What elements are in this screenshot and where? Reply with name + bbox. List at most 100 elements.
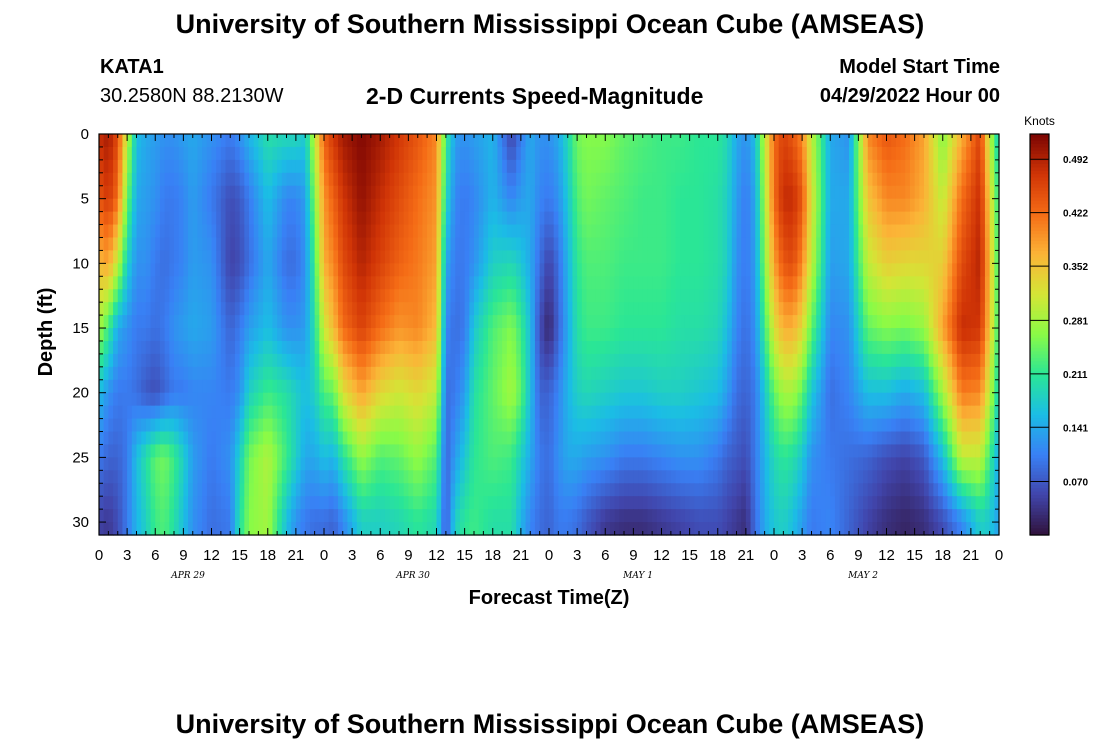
heatmap-cell bbox=[863, 418, 869, 433]
heatmap-cell bbox=[300, 379, 306, 394]
heatmap-cell bbox=[741, 328, 747, 342]
heatmap-cell bbox=[581, 185, 588, 200]
heatmap-cell bbox=[150, 418, 156, 433]
heatmap-cell bbox=[778, 328, 784, 342]
heatmap-cell bbox=[849, 159, 855, 174]
heatmap-cell bbox=[525, 211, 531, 226]
heatmap-cell bbox=[741, 250, 747, 264]
heatmap-cell bbox=[994, 379, 1000, 394]
heatmap-cell bbox=[497, 379, 503, 394]
heatmap-cell bbox=[413, 263, 419, 277]
heatmap-cell bbox=[802, 276, 808, 290]
heatmap-cell bbox=[488, 366, 494, 381]
heatmap-cell bbox=[909, 172, 916, 187]
heatmap-cell bbox=[506, 211, 513, 226]
heatmap-cell bbox=[384, 315, 391, 329]
heatmap-cell bbox=[895, 392, 902, 407]
heatmap-cell bbox=[689, 134, 695, 148]
heatmap-cell bbox=[225, 146, 231, 161]
heatmap-cell bbox=[295, 263, 302, 277]
heatmap-cell bbox=[113, 302, 119, 316]
model-start-value: 04/29/2022 Hour 00 bbox=[819, 85, 1000, 107]
heatmap-cell bbox=[474, 276, 480, 290]
heatmap-cell bbox=[436, 431, 442, 446]
heatmap-cell bbox=[394, 379, 400, 394]
heatmap-cell bbox=[755, 185, 761, 200]
heatmap-cell bbox=[445, 353, 452, 368]
heatmap-cell bbox=[586, 353, 592, 368]
heatmap-cell bbox=[849, 237, 855, 252]
heatmap-cell bbox=[947, 392, 953, 407]
heatmap-cell bbox=[150, 315, 156, 329]
heatmap-cell bbox=[605, 185, 611, 200]
heatmap-cell bbox=[263, 418, 269, 433]
heatmap-cell bbox=[277, 289, 283, 303]
heatmap-cell bbox=[891, 146, 897, 161]
heatmap-cell bbox=[863, 315, 869, 329]
heatmap-cell bbox=[609, 198, 616, 213]
heatmap-cell bbox=[450, 211, 456, 226]
heatmap-cell bbox=[656, 146, 663, 161]
heatmap-cell bbox=[980, 134, 986, 148]
heatmap-cell bbox=[202, 366, 208, 381]
heatmap-cell bbox=[525, 302, 531, 316]
heatmap-cell bbox=[605, 211, 611, 226]
heatmap-cell bbox=[764, 250, 770, 264]
heatmap-cell bbox=[263, 185, 269, 200]
heatmap-cell bbox=[220, 340, 227, 355]
heatmap-cell bbox=[230, 328, 236, 342]
heatmap-cell bbox=[122, 146, 128, 161]
heatmap-cell bbox=[914, 366, 920, 381]
heatmap-cell bbox=[989, 366, 995, 381]
heatmap-cell bbox=[136, 198, 142, 213]
heatmap-cell bbox=[980, 418, 986, 433]
heatmap-cell bbox=[413, 159, 419, 174]
heatmap-cell bbox=[394, 185, 400, 200]
heatmap-cell bbox=[300, 250, 306, 264]
heatmap-cell bbox=[380, 392, 386, 407]
heatmap-cell bbox=[666, 146, 672, 161]
heatmap-cell bbox=[324, 198, 330, 213]
heatmap-cell bbox=[947, 340, 953, 355]
heatmap-cell bbox=[642, 392, 649, 407]
heatmap-cell bbox=[952, 444, 958, 458]
heatmap-cell bbox=[839, 457, 845, 471]
heatmap-cell bbox=[445, 198, 452, 213]
heatmap-cell bbox=[366, 237, 372, 252]
heatmap-cell bbox=[300, 366, 306, 381]
heatmap-cell bbox=[333, 263, 339, 277]
heatmap-cell bbox=[989, 302, 995, 316]
heatmap-cell bbox=[736, 211, 742, 226]
heatmap-cell bbox=[539, 276, 545, 290]
heatmap-cell bbox=[909, 302, 916, 316]
heatmap-cell bbox=[202, 392, 208, 407]
heatmap-cell bbox=[394, 302, 400, 316]
heatmap-cell bbox=[567, 276, 574, 290]
heatmap-cell bbox=[919, 328, 925, 342]
heatmap-cell bbox=[600, 340, 606, 355]
heatmap-cell bbox=[319, 392, 325, 407]
heatmap-cell bbox=[750, 444, 756, 458]
heatmap-cell bbox=[933, 353, 939, 368]
heatmap-cell bbox=[258, 289, 264, 303]
heatmap-cell bbox=[675, 353, 681, 368]
heatmap-cell bbox=[544, 328, 550, 342]
heatmap-cell bbox=[952, 405, 958, 420]
heatmap-cell bbox=[980, 405, 986, 420]
heatmap-cell bbox=[928, 263, 934, 277]
heatmap-cell bbox=[464, 392, 470, 407]
heatmap-cell bbox=[769, 146, 775, 161]
heatmap-cell bbox=[549, 159, 555, 174]
heatmap-cell bbox=[811, 172, 817, 187]
heatmap-cell bbox=[600, 405, 606, 420]
heatmap-cell bbox=[839, 159, 845, 174]
heatmap-cell bbox=[567, 237, 574, 252]
heatmap-cell bbox=[258, 224, 264, 239]
heatmap-cell bbox=[445, 431, 452, 446]
heatmap-cell bbox=[520, 353, 527, 368]
heatmap-cell bbox=[469, 289, 475, 303]
heatmap-cell bbox=[197, 392, 203, 407]
heatmap-cell bbox=[230, 302, 236, 316]
heatmap-cell bbox=[680, 211, 686, 226]
heatmap-cell bbox=[769, 366, 775, 381]
